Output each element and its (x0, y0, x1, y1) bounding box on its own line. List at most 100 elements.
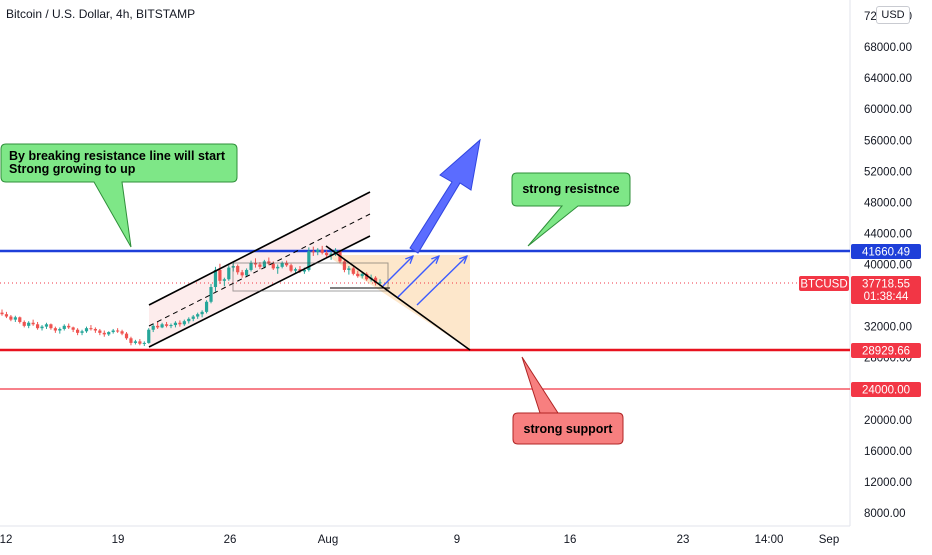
y-tick-label: 32000.00 (864, 322, 912, 334)
candle (111, 328, 115, 334)
candle (120, 329, 124, 336)
range-box[interactable] (232, 262, 389, 292)
x-tick-label: 9 (454, 534, 460, 546)
candle (107, 331, 111, 336)
current-price-tag[interactable]: 37718.55 01:38:44 (851, 276, 921, 304)
candle (325, 250, 329, 258)
candle (40, 325, 44, 331)
support-price-tag[interactable]: 28929.66 (851, 343, 921, 358)
y-tick-label: 60000.00 (864, 104, 912, 116)
time-axis[interactable]: 12 19 26 Aug 9 16 23 14:00 Sep (0, 534, 839, 546)
x-tick-label: Aug (318, 534, 338, 546)
candle (124, 332, 129, 340)
candle (53, 326, 57, 333)
candle (169, 323, 173, 329)
candle (27, 321, 31, 329)
symbol-tag[interactable]: BTCUSD (799, 276, 849, 291)
channel-upper-line[interactable] (148, 191, 371, 306)
candle (365, 272, 369, 281)
currency-button[interactable]: USD (876, 6, 910, 24)
projection-zone (326, 255, 470, 350)
candle (200, 310, 204, 318)
y-tick-label: 8000.00 (864, 508, 906, 520)
price-axis[interactable]: 72000.0068000.0064000.0060000.0056000.00… (864, 11, 912, 520)
channel-fill (149, 192, 370, 347)
current-price-label: 37718.55 (862, 279, 910, 291)
level-24000-label: 24000.00 (862, 385, 910, 397)
candle (129, 336, 133, 346)
candle (173, 321, 178, 328)
candle (262, 259, 266, 269)
candle (240, 269, 244, 278)
y-tick-label: 52000.00 (864, 166, 912, 178)
y-tick-label: 68000.00 (864, 42, 912, 54)
descending-line[interactable] (325, 245, 471, 351)
candle (178, 320, 182, 327)
candle (351, 266, 355, 276)
y-tick-label: 48000.00 (864, 197, 912, 209)
candle (58, 327, 62, 334)
green-callout-line-2: Strong growing to up (9, 162, 136, 176)
candle (293, 267, 298, 274)
candle (147, 328, 151, 344)
candle (285, 260, 289, 267)
resistance-callout[interactable]: strong resistnce (511, 172, 631, 247)
green-callout[interactable]: By breaking resistance line will start S… (0, 143, 238, 248)
candle (191, 314, 195, 322)
candle (356, 270, 360, 278)
candle (31, 319, 35, 326)
y-tick-label: 56000.00 (864, 135, 912, 147)
candle (342, 259, 347, 273)
candle (320, 245, 324, 255)
y-tick-label: 20000.00 (864, 415, 912, 427)
candle (347, 266, 351, 275)
candle (76, 328, 80, 336)
candle (156, 321, 160, 329)
level-24000-tag[interactable]: 24000.00 (851, 382, 921, 397)
candle (0, 309, 4, 316)
candle (311, 246, 315, 256)
symbol-label: BTCUSD (800, 279, 847, 291)
candle (84, 326, 89, 333)
y-tick-label: 44000.00 (864, 228, 912, 240)
x-tick-label: 26 (224, 534, 237, 546)
small-arrow-1[interactable] (382, 256, 413, 287)
y-tick-label: 16000.00 (864, 446, 912, 458)
big-up-arrow[interactable] (409, 138, 481, 254)
candle (71, 326, 75, 333)
support-callout-label: strong support (524, 422, 614, 436)
x-tick-label: 19 (112, 534, 125, 546)
candle (244, 268, 249, 277)
candle (227, 265, 231, 281)
x-tick-label: 14:00 (755, 534, 784, 546)
resistance-price-tag[interactable]: 41660.49 (851, 244, 921, 259)
candle (44, 322, 49, 329)
y-tick-label: 12000.00 (864, 477, 912, 489)
candle (160, 322, 164, 329)
candle (133, 339, 138, 345)
small-arrow-3[interactable] (416, 256, 467, 306)
candle (249, 260, 253, 272)
candle (151, 323, 155, 333)
candle (93, 327, 97, 333)
candle (13, 315, 17, 322)
candle (316, 248, 320, 256)
candle (218, 263, 222, 284)
candle (22, 320, 26, 328)
x-tick-label: Sep (819, 534, 839, 546)
green-callout-line-1: By breaking resistance line will start (9, 149, 226, 163)
candle (142, 341, 146, 347)
candle (182, 319, 186, 326)
support-callout[interactable]: strong support (512, 356, 624, 445)
candle (62, 324, 66, 331)
resistance-price-label: 41660.49 (862, 247, 910, 259)
candle (9, 314, 13, 322)
small-arrow-2[interactable] (397, 256, 439, 298)
candle (35, 321, 40, 330)
candle (4, 311, 9, 319)
chart-title: Bitcoin / U.S. Dollar, 4h, BITSTAMP (6, 7, 196, 21)
y-tick-label: 40000.00 (864, 260, 912, 272)
candle (164, 321, 169, 328)
